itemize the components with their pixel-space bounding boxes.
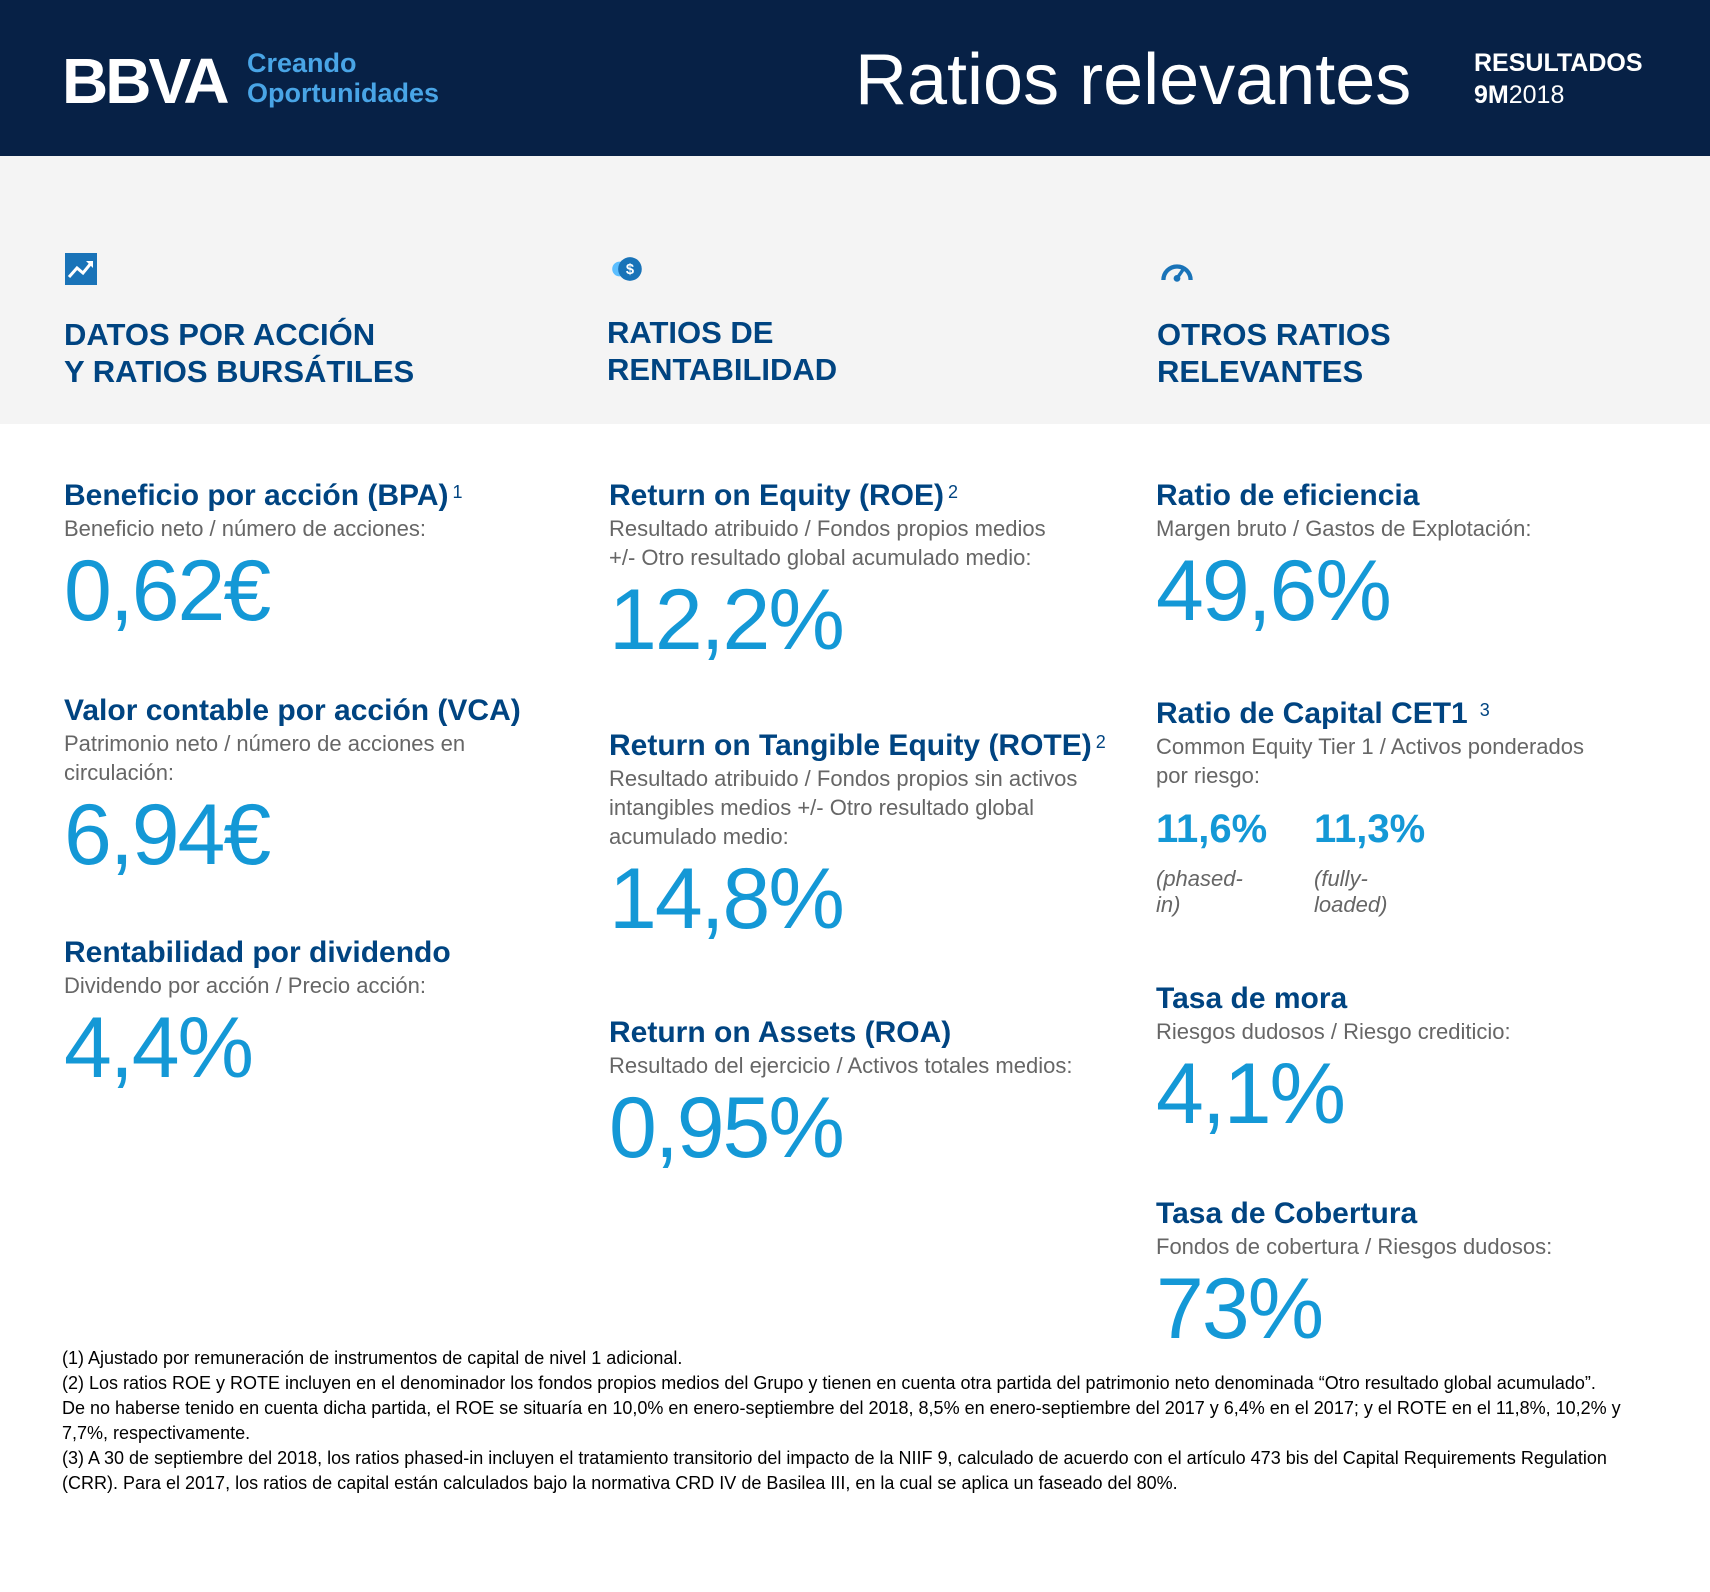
metric-desc: Resultado atribuido / Fondos propios med… — [609, 514, 1046, 572]
tagline-line1: Creando — [247, 48, 357, 78]
section-title-line: RATIOS DE — [607, 315, 774, 350]
cet1-fully-loaded-label: (fully-loaded) — [1314, 866, 1388, 917]
metric-roa: Return on Assets (ROA) Resultado del eje… — [609, 1015, 1072, 1176]
cet1-fully-loaded: 11,3% (fully-loaded) — [1314, 806, 1425, 918]
svg-text:$: $ — [626, 262, 634, 278]
section-title-other-ratios: OTROS RATIOS RELEVANTES — [1157, 316, 1617, 390]
speedometer-icon — [1161, 264, 1193, 282]
metric-desc-line: Patrimonio neto / número de acciones en — [64, 731, 466, 756]
section-title-line: RENTABILIDAD — [607, 352, 838, 387]
footnote-ref: 2 — [947, 482, 958, 502]
tagline: Creando Oportunidades — [247, 48, 439, 108]
section-title-profitability: RATIOS DE RENTABILIDAD — [607, 314, 1067, 388]
cet1-fully-loaded-value: 11,3% — [1314, 807, 1426, 851]
footnote-1: (1) Ajustado por remuneración de instrum… — [62, 1348, 683, 1368]
cet1-phased-in-label: (phased-in) — [1156, 866, 1243, 917]
metric-value: 49,6% — [1156, 543, 1392, 639]
metric-desc-line: acumulado medio: — [609, 824, 789, 849]
metric-title: Tasa de Cobertura — [1156, 1197, 1418, 1230]
footnote-ref: 2 — [1095, 732, 1106, 752]
metric-desc-line: Resultado atribuido / Fondos propios sin… — [609, 766, 1078, 791]
metric-title: Beneficio por acción (BPA) 1 — [64, 478, 463, 514]
metric-title: Rentabilidad por dividendo — [64, 936, 451, 969]
section-title-share-data: DATOS POR ACCIÓN Y RATIOS BURSÁTILES — [64, 316, 524, 390]
footnote-ref: 1 — [452, 482, 463, 502]
report-period-quarter: 9M — [1474, 81, 1509, 109]
footnote-3: (3) A 30 de septiembre del 2018, los rat… — [62, 1448, 1607, 1493]
header-bar: BBVA Creando Oportunidades Ratios releva… — [0, 0, 1710, 156]
metric-desc: Dividendo por acción / Precio acción: — [64, 973, 426, 998]
bbva-logo: BBVA — [62, 45, 230, 117]
report-period-year: 2018 — [1508, 81, 1565, 109]
trend-chart-icon — [65, 253, 97, 285]
tagline-line2: Oportunidades — [247, 78, 440, 108]
report-label: RESULTADOS — [1474, 49, 1643, 77]
metric-value: 73% — [1156, 1261, 1324, 1357]
metric-desc: Margen bruto / Gastos de Explotación: — [1156, 516, 1532, 541]
metric-value: 4,4% — [64, 1000, 254, 1096]
footnote-2: (2) Los ratios ROE y ROTE incluyen en el… — [62, 1373, 1621, 1443]
metric-title: Tasa de mora — [1156, 982, 1348, 1015]
metric-value: 14,8% — [609, 851, 845, 947]
section-title-line: RELEVANTES — [1157, 354, 1364, 389]
metric-value: 0,95% — [609, 1080, 845, 1176]
metric-title: Valor contable por acción (VCA) — [64, 694, 521, 727]
section-header-band — [0, 156, 1710, 424]
metric-value: 0,62€ — [64, 543, 271, 639]
metric-desc-line: +/- Otro resultado global acumulado medi… — [609, 545, 1032, 570]
metric-title-text: Return on Tangible Equity (ROTE) — [609, 729, 1092, 762]
metric-desc-line: Resultado atribuido / Fondos propios med… — [609, 516, 1046, 541]
coins-dollar-icon: $ — [612, 257, 642, 281]
metric-value: 4,1% — [1156, 1046, 1346, 1142]
metric-desc: Riesgos dudosos / Riesgo crediticio: — [1156, 1019, 1511, 1044]
metric-title-text: Return on Equity (ROE) — [609, 479, 944, 512]
metric-title: Ratio de Capital CET1 3 — [1156, 696, 1584, 732]
metric-desc: Resultado atribuido / Fondos propios sin… — [609, 764, 1106, 851]
metric-desc: Beneficio neto / número de acciones: — [64, 516, 427, 541]
page-title: Ratios relevantes — [855, 40, 1412, 120]
metric-npl-ratio: Tasa de mora Riesgos dudosos / Riesgo cr… — [1156, 981, 1511, 1142]
metric-desc-line: circulación: — [64, 760, 175, 785]
metric-title: Return on Tangible Equity (ROTE) 2 — [609, 728, 1106, 764]
metric-desc: Resultado del ejercicio / Activos totale… — [609, 1053, 1073, 1078]
metric-coverage-ratio: Tasa de Cobertura Fondos de cobertura / … — [1156, 1196, 1552, 1357]
metric-desc-line: por riesgo: — [1156, 763, 1260, 788]
metric-title: Ratio de eficiencia — [1156, 479, 1420, 512]
footnotes: (1) Ajustado por remuneración de instrum… — [62, 1346, 1622, 1496]
metric-title: Return on Assets (ROA) — [609, 1016, 952, 1049]
metric-desc-line: Common Equity Tier 1 / Activos ponderado… — [1156, 734, 1584, 759]
metric-bpa: Beneficio por acción (BPA) 1 Beneficio ne… — [64, 478, 463, 639]
metric-title-text: Beneficio por acción (BPA) — [64, 479, 449, 512]
metric-dividend-yield: Rentabilidad por dividendo Dividendo por… — [64, 935, 451, 1096]
footnote-ref: 3 — [1479, 700, 1490, 720]
section-title-line: Y RATIOS BURSÁTILES — [64, 354, 415, 389]
metric-efficiency: Ratio de eficiencia Margen bruto / Gasto… — [1156, 478, 1531, 639]
metric-roe: Return on Equity (ROE) 2 Resultado atribu… — [609, 478, 1046, 668]
metric-value: 12,2% — [609, 572, 845, 668]
metric-desc: Common Equity Tier 1 / Activos ponderado… — [1156, 732, 1584, 790]
metric-value: 6,94€ — [64, 787, 271, 883]
cet1-phased-in: 11,6% (phased-in) — [1156, 806, 1267, 918]
metric-vca: Valor contable por acción (VCA) Patrimon… — [64, 693, 521, 883]
section-title-line: DATOS POR ACCIÓN — [64, 317, 376, 352]
metric-cet1: Ratio de Capital CET1 3 Common Equity Tie… — [1156, 696, 1584, 790]
metric-title-text: Ratio de Capital CET1 — [1156, 697, 1468, 730]
metric-desc: Fondos de cobertura / Riesgos dudosos: — [1156, 1234, 1553, 1259]
metric-rote: Return on Tangible Equity (ROTE) 2 Result… — [609, 728, 1106, 947]
report-period: 9M2018 — [1474, 80, 1564, 110]
metric-desc-line: intangibles medios +/- Otro resultado gl… — [609, 795, 1034, 820]
metric-desc: Patrimonio neto / número de acciones en c… — [64, 729, 521, 787]
section-title-line: OTROS RATIOS — [1157, 317, 1391, 352]
metric-title: Return on Equity (ROE) 2 — [609, 478, 1046, 514]
cet1-phased-in-value: 11,6% — [1156, 807, 1268, 851]
